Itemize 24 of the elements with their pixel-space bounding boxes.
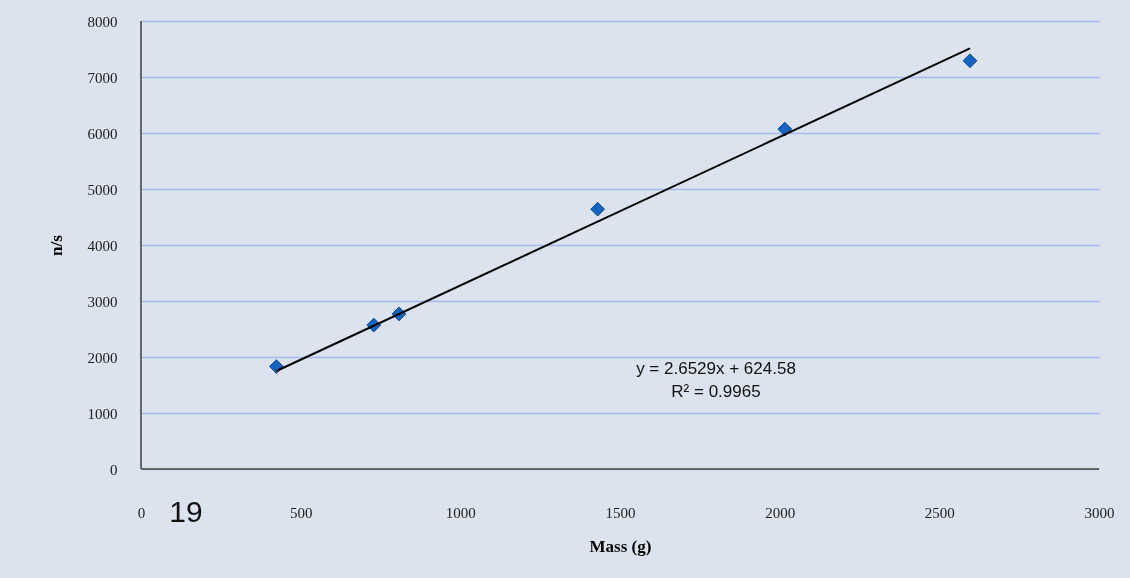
x-tick-label: 1500 bbox=[605, 504, 636, 521]
y-tick-label: 2000 bbox=[87, 349, 118, 366]
y-tick-label: 6000 bbox=[87, 125, 118, 142]
text: 19 bbox=[169, 495, 203, 528]
x-tick-label: 0 bbox=[137, 504, 146, 521]
y-tick-label: 7000 bbox=[87, 69, 118, 86]
x-tick-label: 2000 bbox=[765, 504, 796, 521]
point bbox=[962, 53, 978, 69]
y-axis-title: n/s bbox=[46, 234, 66, 256]
x-tick-label: 2500 bbox=[924, 504, 955, 521]
annotation: R² = 0.9965 bbox=[671, 382, 761, 401]
x-tick-label: 3000 bbox=[1084, 504, 1115, 521]
x-tick-label: 500 bbox=[289, 504, 313, 521]
point bbox=[590, 201, 606, 217]
y-tick-label: 8000 bbox=[87, 13, 118, 30]
y-tick-label: 0 bbox=[110, 461, 118, 478]
x-axis-title: Mass (g) bbox=[589, 536, 652, 556]
y-tick-label: 1000 bbox=[87, 405, 118, 422]
y-tick-label: 4000 bbox=[87, 237, 118, 254]
y-tick-label: 3000 bbox=[87, 293, 118, 310]
annotation: y = 2.6529x + 624.58 bbox=[636, 359, 796, 378]
x-tick-label: 1000 bbox=[445, 504, 476, 521]
point bbox=[777, 121, 793, 137]
y-tick-label: 5000 bbox=[87, 181, 118, 198]
